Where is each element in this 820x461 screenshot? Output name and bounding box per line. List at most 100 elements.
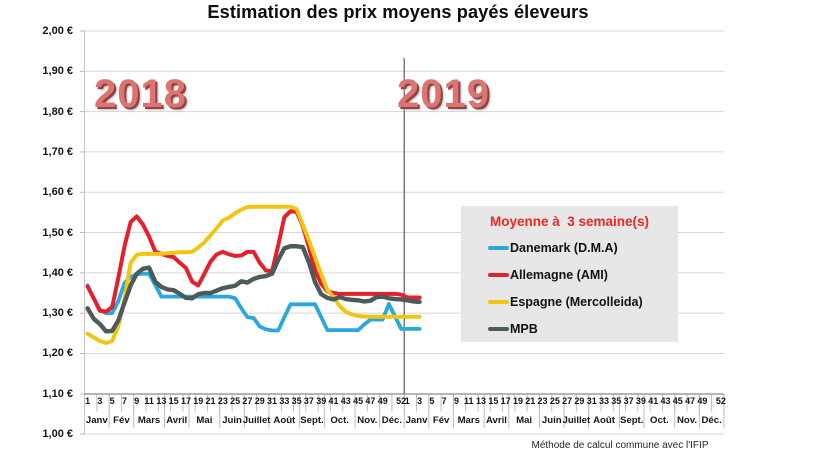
x-axis-month-label: Oct. bbox=[650, 414, 669, 426]
x-axis-month-label: Avril bbox=[485, 414, 507, 426]
espagne-line-swatch bbox=[488, 300, 509, 304]
x-axis-week-label: 49 bbox=[377, 396, 388, 406]
x-axis-week-label: 37 bbox=[623, 396, 634, 406]
series-line-allemagne bbox=[85, 209, 422, 314]
x-axis-week-label: 3 bbox=[417, 396, 423, 406]
year-label-2019: 2019 bbox=[397, 72, 490, 116]
y-axis-label: 1,50 € bbox=[42, 226, 73, 239]
x-axis-week-label: 47 bbox=[685, 396, 696, 406]
year-label-2018: 2018 bbox=[94, 72, 187, 116]
x-axis-month-label: Juin bbox=[222, 414, 242, 426]
x-axis-week-label: 43 bbox=[660, 396, 671, 406]
x-axis-week-label: 3 bbox=[97, 396, 103, 406]
x-axis-month-label: Avril bbox=[166, 414, 188, 426]
x-axis-month-label: Fév bbox=[432, 414, 450, 426]
x-axis-week-label: 29 bbox=[574, 396, 585, 406]
x-axis-week-label: 23 bbox=[537, 396, 548, 406]
y-axis-label: 2,00 € bbox=[42, 25, 73, 37]
legend-item-label: Espagne (Mercolleida) bbox=[510, 295, 643, 309]
x-axis-week-label: 7 bbox=[121, 396, 127, 406]
x-axis-week-label: 11 bbox=[464, 396, 474, 406]
x-axis-week-label: 47 bbox=[365, 396, 376, 406]
x-axis-week-label: 9 bbox=[453, 396, 459, 406]
x-axis-week-label: 41 bbox=[648, 396, 659, 406]
series-line-danemark bbox=[85, 271, 422, 333]
y-axis-label: 1,20 € bbox=[42, 347, 73, 360]
x-axis-month-label: Nov. bbox=[357, 414, 378, 426]
y-axis-label: 1,10 € bbox=[42, 387, 73, 400]
x-axis-week-label: 25 bbox=[549, 396, 560, 406]
x-axis-week-label: 29 bbox=[254, 396, 265, 406]
danemark-line-swatch bbox=[488, 246, 509, 250]
x-axis-week-label: 17 bbox=[180, 396, 191, 406]
x-axis-month-label: Mars bbox=[457, 414, 480, 426]
y-axis-label: 1,80 € bbox=[42, 105, 73, 118]
x-axis-month-label: Déc. bbox=[381, 414, 403, 426]
x-axis-week-label: 5 bbox=[109, 396, 115, 406]
series-line-mpb bbox=[85, 244, 422, 334]
x-axis-week-label: 33 bbox=[279, 396, 290, 406]
y-axis-label: 1,70 € bbox=[42, 145, 73, 158]
x-axis-week-label: 27 bbox=[562, 396, 573, 406]
x-axis-week-label: 13 bbox=[476, 396, 487, 406]
x-axis-week-label: 15 bbox=[488, 396, 499, 406]
x-axis-month-label: Fév bbox=[113, 414, 130, 426]
x-axis-week-label: 23 bbox=[217, 396, 228, 406]
x-axis-week-label: 45 bbox=[672, 396, 683, 406]
x-axis-month-label: Mai bbox=[516, 414, 533, 426]
x-axis-month-label: Juillet bbox=[562, 414, 591, 426]
x-axis-week-label: 37 bbox=[303, 396, 314, 406]
x-axis-week-label: 11 bbox=[144, 396, 154, 406]
x-axis-week-label: 33 bbox=[599, 396, 610, 406]
y-axis-label: 1,60 € bbox=[42, 186, 73, 199]
mpb-line-swatch bbox=[488, 327, 509, 331]
footnote: Méthode de calcul commune avec l'IFIP bbox=[531, 440, 709, 451]
allemagne-line-swatch bbox=[488, 273, 509, 277]
x-axis-week-label: 7 bbox=[441, 396, 447, 406]
chart-title: Estimation des prix moyens payés éleveur… bbox=[207, 2, 589, 22]
x-axis-week-label: 35 bbox=[611, 396, 622, 406]
x-axis-month-label: Janv bbox=[85, 414, 108, 426]
x-axis-week-label: 35 bbox=[291, 396, 302, 406]
x-axis-week-label: 39 bbox=[316, 396, 327, 406]
x-axis-week-label: 13 bbox=[156, 396, 167, 406]
x-axis-week-label: 19 bbox=[193, 396, 204, 406]
legend-title: Moyenne à 3 semaine(s) bbox=[489, 214, 650, 229]
x-axis-week-label: 39 bbox=[635, 396, 646, 406]
x-axis-month-label: Mai bbox=[196, 414, 213, 426]
legend-item-label: MPB bbox=[510, 322, 538, 336]
x-axis-week-label: 52 bbox=[396, 396, 407, 406]
x-axis-week-label: 1 bbox=[404, 396, 410, 406]
legend-item-label: Allemagne (AMI) bbox=[510, 268, 608, 282]
x-axis-month-label: Nov. bbox=[676, 414, 698, 426]
x-axis-week-label: 21 bbox=[205, 396, 216, 406]
x-axis-week-label: 9 bbox=[134, 396, 140, 406]
x-axis-month-label: Mars bbox=[137, 414, 161, 426]
x-axis-week-label: 43 bbox=[340, 396, 351, 406]
x-axis-week-label: 21 bbox=[525, 396, 536, 406]
x-axis-week-label: 25 bbox=[230, 396, 241, 406]
y-axis-label: 1,30 € bbox=[42, 307, 73, 320]
x-axis-month-label: Déc. bbox=[701, 414, 722, 426]
x-axis-month-label: Sept. bbox=[619, 414, 644, 426]
x-axis-week-label: 31 bbox=[586, 396, 597, 406]
x-axis-month-label: Août bbox=[593, 414, 615, 426]
x-axis-month-label: Oct. bbox=[330, 414, 349, 426]
x-axis-month-label: Juillet bbox=[242, 414, 271, 426]
x-axis-week-label: 52 bbox=[715, 396, 726, 406]
x-axis-week-label: 27 bbox=[242, 396, 253, 406]
y-axis-label: 1,90 € bbox=[42, 65, 73, 78]
legend: Moyenne à 3 semaine(s) Danemark (D.M.A) … bbox=[461, 206, 678, 342]
x-axis-week-label: 19 bbox=[512, 396, 523, 406]
x-axis-week-label: 5 bbox=[429, 396, 435, 406]
x-axis-month-label: Janv bbox=[405, 414, 428, 426]
y-axis-label: 1,40 € bbox=[42, 266, 73, 279]
x-axis-month-label: Août bbox=[273, 414, 296, 426]
x-axis-week-label: 15 bbox=[168, 396, 179, 406]
x-axis-week-label: 45 bbox=[353, 396, 364, 406]
y-axis-label: 1,00 € bbox=[42, 428, 73, 441]
series-line-espagne bbox=[85, 204, 422, 345]
x-axis-week-label: 41 bbox=[328, 396, 339, 406]
